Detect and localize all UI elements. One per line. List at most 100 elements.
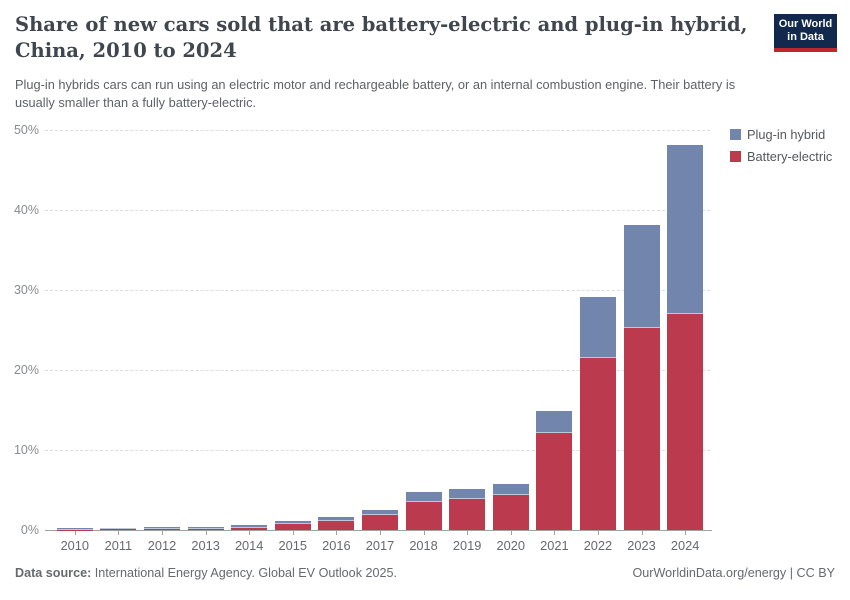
bar-segment-battery-electric-2015[interactable]	[274, 524, 311, 530]
bar-stack-2021[interactable]	[536, 410, 573, 530]
legend-item-battery-electric[interactable]: Battery-electric	[730, 149, 832, 164]
bar-column-2024[interactable]	[663, 130, 707, 530]
x-label-2012: 2012	[147, 538, 177, 553]
bar-stack-2015[interactable]	[274, 521, 311, 530]
bar-segment-battery-electric-2012[interactable]	[143, 528, 180, 530]
bar-segment-battery-electric-2019[interactable]	[449, 498, 486, 530]
bar-stack-2011[interactable]	[100, 527, 137, 530]
bar-segment-battery-electric-2010[interactable]	[56, 529, 93, 530]
bar-stack-2020[interactable]	[492, 484, 529, 530]
bar-segment-battery-electric-2011[interactable]	[100, 529, 137, 530]
bar-segment-plugin-hybrid-2012[interactable]	[143, 527, 180, 529]
bar-segment-battery-electric-2014[interactable]	[231, 527, 268, 530]
x-label-2019: 2019	[452, 538, 482, 553]
bar-stack-2018[interactable]	[405, 492, 442, 530]
gridline-40	[45, 210, 710, 211]
bar-column-2015[interactable]	[271, 130, 315, 530]
y-tick-label-50: 50%	[13, 123, 39, 137]
bar-column-2023[interactable]	[620, 130, 664, 530]
bar-segment-plugin-hybrid-2020[interactable]	[492, 484, 529, 495]
x-cell-2020: 2020	[489, 531, 533, 555]
bar-segment-battery-electric-2018[interactable]	[405, 502, 442, 530]
bar-segment-battery-electric-2013[interactable]	[187, 528, 224, 530]
bar-stack-2014[interactable]	[231, 525, 268, 530]
bar-segment-plugin-hybrid-2018[interactable]	[405, 492, 442, 502]
chart-title: Share of new cars sold that are battery-…	[15, 13, 748, 62]
bar-column-2017[interactable]	[358, 130, 402, 530]
x-axis: 2010 2011 2012 2013 2014 2015 2016 2017 2018 2019…	[53, 531, 707, 555]
y-tick-label-30: 30%	[13, 283, 39, 297]
x-label-2014: 2014	[234, 538, 264, 553]
legend-item-plug-in-hybrid[interactable]: Plug-in hybrid	[730, 127, 832, 142]
x-tick-2019	[467, 531, 469, 535]
bar-segment-battery-electric-2016[interactable]	[318, 521, 355, 530]
bar-stack-2012[interactable]	[143, 527, 180, 530]
bar-segment-plugin-hybrid-2022[interactable]	[579, 297, 616, 358]
bar-stack-2010[interactable]	[56, 528, 93, 530]
bar-column-2021[interactable]	[533, 130, 577, 530]
legend: Plug-in hybrid Battery-electric	[730, 127, 832, 171]
bar-segment-battery-electric-2021[interactable]	[536, 433, 573, 530]
bar-segment-battery-electric-2024[interactable]	[667, 314, 704, 530]
x-tick-2018	[423, 531, 425, 535]
x-cell-2017: 2017	[358, 531, 402, 555]
bar-column-2013[interactable]	[184, 130, 228, 530]
bar-segment-battery-electric-2023[interactable]	[623, 328, 660, 530]
bar-segment-battery-electric-2020[interactable]	[492, 494, 529, 530]
bar-segment-battery-electric-2022[interactable]	[579, 358, 616, 530]
bar-segment-plugin-hybrid-2010[interactable]	[56, 528, 93, 530]
y-tick-label-0: 0%	[20, 523, 39, 537]
bar-stack-2024[interactable]	[667, 145, 704, 530]
bar-stack-2022[interactable]	[579, 297, 616, 530]
x-label-2024: 2024	[670, 538, 700, 553]
bar-column-2011[interactable]	[97, 130, 141, 530]
x-cell-2018: 2018	[402, 531, 446, 555]
x-cell-2022: 2022	[576, 531, 620, 555]
bar-column-2014[interactable]	[227, 130, 271, 530]
bar-segment-plugin-hybrid-2011[interactable]	[100, 527, 137, 530]
bar-column-2010[interactable]	[53, 130, 97, 530]
bar-segment-battery-electric-2017[interactable]	[361, 514, 398, 530]
bar-column-2019[interactable]	[445, 130, 489, 530]
x-tick-2024	[685, 531, 687, 535]
y-tick-label-10: 10%	[13, 443, 39, 457]
owid-url-license[interactable]: OurWorldinData.org/energy | CC BY	[632, 566, 835, 580]
x-tick-2020	[510, 531, 512, 535]
data-source-note: Data source: International Energy Agency…	[15, 566, 397, 580]
bar-column-2012[interactable]	[140, 130, 184, 530]
bar-segment-plugin-hybrid-2016[interactable]	[318, 517, 355, 522]
bar-segment-plugin-hybrid-2014[interactable]	[231, 525, 268, 528]
bar-column-2016[interactable]	[315, 130, 359, 530]
bar-stack-2017[interactable]	[361, 509, 398, 530]
bar-segment-plugin-hybrid-2019[interactable]	[449, 489, 486, 499]
bar-stack-2019[interactable]	[449, 489, 486, 530]
gridline-10	[45, 450, 710, 451]
x-cell-2019: 2019	[445, 531, 489, 555]
gridline-20	[45, 370, 710, 371]
legend-label: Plug-in hybrid	[747, 127, 826, 142]
bar-column-2022[interactable]	[576, 130, 620, 530]
bar-segment-plugin-hybrid-2021[interactable]	[536, 410, 573, 434]
bar-stack-2013[interactable]	[187, 527, 224, 530]
x-label-2020: 2020	[496, 538, 525, 553]
x-tick-2021	[554, 531, 556, 535]
x-cell-2021: 2021	[533, 531, 577, 555]
bar-column-2018[interactable]	[402, 130, 446, 530]
bar-segment-plugin-hybrid-2015[interactable]	[274, 521, 311, 525]
x-cell-2024: 2024	[663, 531, 707, 555]
x-cell-2016: 2016	[315, 531, 359, 555]
legend-swatch-icon	[730, 129, 741, 140]
bar-stack-2023[interactable]	[623, 225, 660, 530]
owid-logo: Our World in Data	[774, 14, 837, 52]
x-tick-2022	[597, 531, 599, 535]
bar-column-2020[interactable]	[489, 130, 533, 530]
x-tick-2014	[249, 531, 251, 535]
bar-segment-plugin-hybrid-2017[interactable]	[361, 509, 398, 515]
bar-segment-plugin-hybrid-2013[interactable]	[187, 527, 224, 529]
x-label-2015: 2015	[278, 538, 307, 553]
bar-segment-plugin-hybrid-2023[interactable]	[623, 225, 660, 329]
x-label-2018: 2018	[409, 538, 438, 553]
bar-segment-plugin-hybrid-2024[interactable]	[667, 145, 704, 314]
bar-stack-2016[interactable]	[318, 517, 355, 530]
x-cell-2010: 2010	[53, 531, 97, 555]
